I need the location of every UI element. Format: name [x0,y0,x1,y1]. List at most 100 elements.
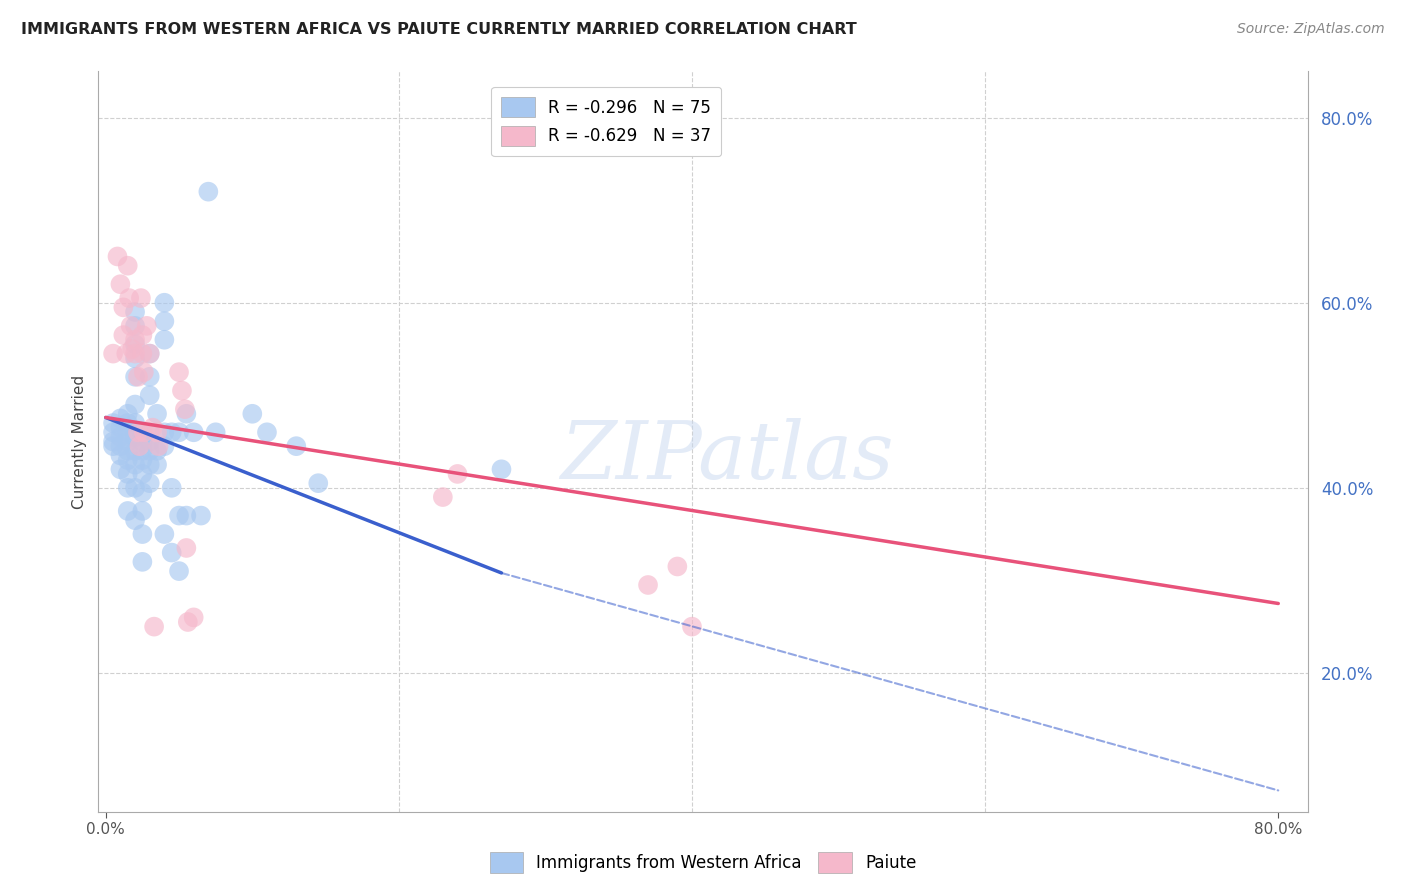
Point [146,425,169,440]
Point [138,434,160,449]
Point [183,610,205,624]
Point [160,481,183,495]
Point [177,615,200,629]
Point [197,185,219,199]
Point [160,425,183,440]
Point [167,425,190,440]
Point [110,277,132,292]
Point [128,439,150,453]
Point [124,318,146,333]
Point [101,425,124,440]
Point [153,333,176,347]
Point [131,527,153,541]
Point [146,458,169,472]
Point [491,462,513,476]
Point [124,398,146,412]
Point [101,416,124,430]
Point [117,467,139,481]
Point [138,346,160,360]
Point [110,462,132,476]
Point [132,365,155,379]
Point [124,430,146,444]
Point [127,425,149,440]
Point [124,458,146,472]
Point [148,439,170,453]
Point [142,420,165,434]
Point [131,504,153,518]
Point [117,453,139,467]
Point [124,337,146,351]
Point [112,301,135,315]
Point [138,388,160,402]
Y-axis label: Currently Married: Currently Married [72,375,87,508]
Point [167,365,190,379]
Point [110,439,132,453]
Point [240,407,263,421]
Point [124,443,146,458]
Point [176,508,198,523]
Point [131,443,153,458]
Point [183,425,205,440]
Point [131,425,153,440]
Point [121,342,143,356]
Point [146,407,169,421]
Point [153,425,176,440]
Point [131,485,153,500]
Point [131,453,153,467]
Point [143,619,166,633]
Point [170,384,193,398]
Text: Source: ZipAtlas.com: Source: ZipAtlas.com [1237,22,1385,37]
Point [131,467,153,481]
Point [117,434,139,449]
Point [124,481,146,495]
Point [153,527,176,541]
Point [138,346,160,360]
Point [153,314,176,328]
Text: ZIPatlas: ZIPatlas [561,417,894,495]
Point [124,513,146,527]
Point [118,291,141,305]
Point [124,416,146,430]
Point [256,425,278,440]
Point [131,434,153,449]
Point [127,369,149,384]
Point [153,439,176,453]
Point [132,425,155,440]
Point [124,351,146,366]
Point [117,259,139,273]
Point [101,439,124,453]
Point [138,458,160,472]
Point [101,346,124,360]
Point [112,328,135,343]
Point [666,559,689,574]
Point [131,346,153,360]
Point [117,504,139,518]
Point [117,416,139,430]
Point [167,564,190,578]
Point [160,545,183,560]
Legend: R = -0.296   N = 75, R = -0.629   N = 37: R = -0.296 N = 75, R = -0.629 N = 37 [492,87,721,156]
Point [117,443,139,458]
Point [190,508,212,523]
Point [167,508,190,523]
Point [124,333,146,347]
Point [681,619,703,633]
Point [117,481,139,495]
Point [107,250,129,264]
Point [131,328,153,343]
Point [110,411,132,425]
Point [138,443,160,458]
Point [307,476,329,491]
Point [204,425,226,440]
Point [124,346,146,360]
Point [101,434,124,449]
Point [637,578,659,592]
Point [131,555,153,569]
Point [138,476,160,491]
Point [176,541,198,555]
Point [129,291,152,305]
Point [138,425,160,440]
Point [124,369,146,384]
Point [138,369,160,384]
Point [110,430,132,444]
